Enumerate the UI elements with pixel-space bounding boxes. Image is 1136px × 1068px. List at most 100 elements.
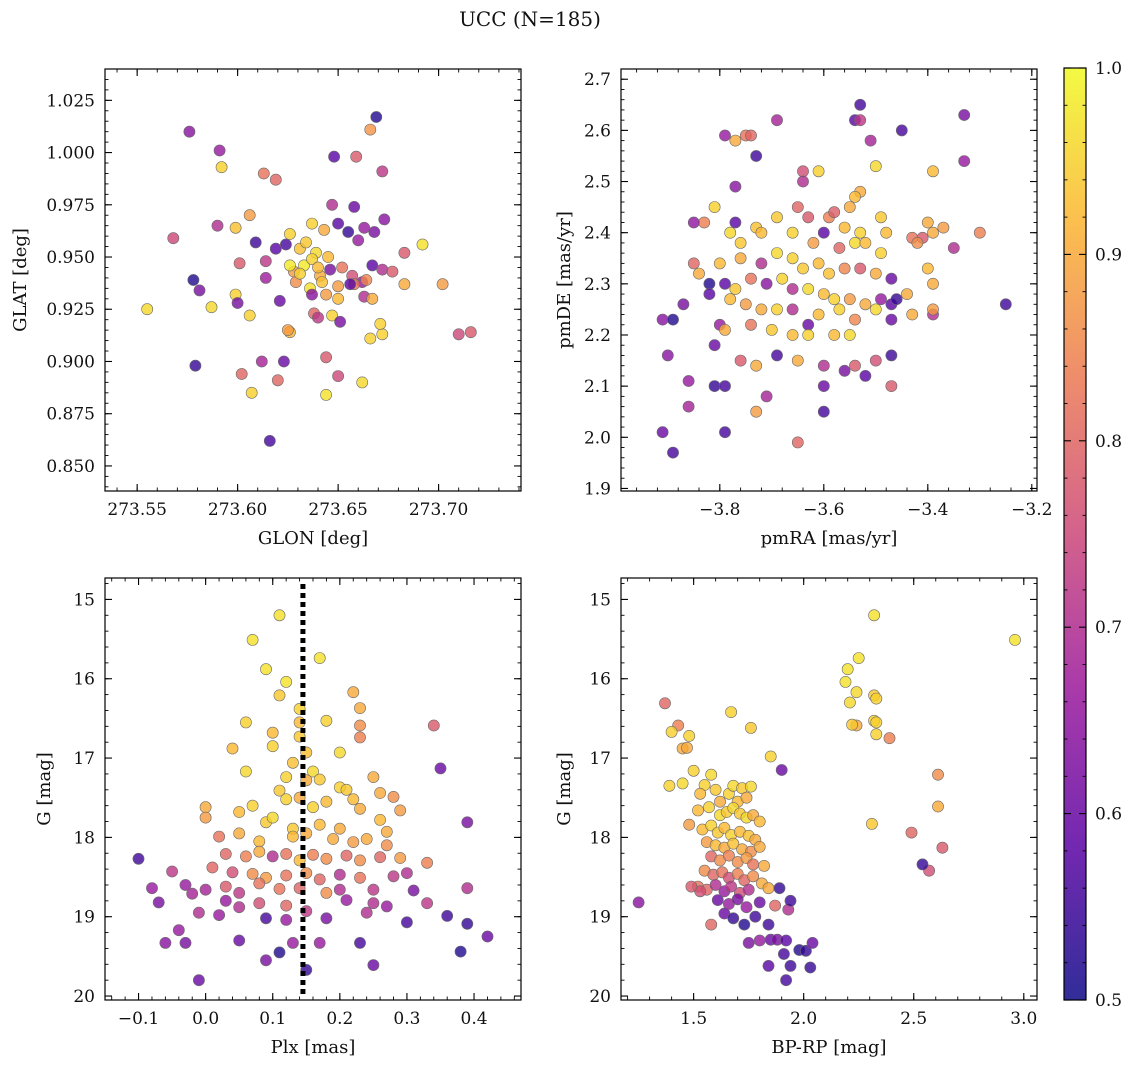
data-point [354,854,366,867]
data-point [729,216,742,229]
data-point [266,850,279,863]
data-point [812,308,825,321]
data-point [838,262,851,275]
data-point [332,292,344,305]
data-point [859,236,872,249]
data-point [320,795,333,808]
data-point [773,882,786,895]
data-point [213,144,226,157]
x-tick-label: 2.0 [790,1009,817,1029]
data-point [868,609,880,622]
x-tick-label: 0.0 [192,1009,219,1029]
data-point [211,219,224,232]
data-point [705,918,718,931]
data-point [866,818,878,830]
data-point [332,280,344,293]
x-tick-label: 273.70 [409,500,468,520]
data-point [682,400,695,413]
data-point [266,811,279,824]
data-point [231,297,244,309]
data-point [400,916,413,929]
data-point [797,262,809,275]
data-point [708,201,721,213]
data-point [812,165,825,178]
data-point [376,165,389,178]
data-point [243,309,256,322]
data-point [280,914,293,926]
data-point [260,954,272,967]
data-point [797,175,809,188]
data-point [890,293,903,306]
data-point [708,380,721,392]
data-point [755,257,768,270]
y-tick-label: 16 [589,670,611,690]
x-axis-ticks: 1.5 2.0 2.5 3.0 [627,578,1037,1029]
y-axis-label: G [mag] [554,752,575,825]
data-point [320,912,333,925]
data-point [454,945,467,958]
data-point [687,216,700,229]
data-point [286,756,299,769]
data-point [745,318,757,331]
colorbar: 0.5 0.6 0.7 0.8 0.9 1.0 [1063,59,1122,1011]
y-tick-label: 19 [589,908,611,928]
data-point [828,293,841,306]
data-point [745,129,757,142]
data-point [360,833,373,845]
data-point [802,329,815,341]
data-point [937,221,950,234]
data-point [719,129,731,142]
x-axis-ticks: −3.8 −3.6 −3.4 −3.2 [636,69,1052,520]
y-tick-label: 18 [73,828,95,848]
data-point [762,918,775,931]
data-point [725,880,737,893]
data-point [358,221,371,234]
data-point [427,719,440,732]
data-point [734,354,747,367]
data-point [306,253,318,265]
data-point [750,150,763,162]
data-point [738,918,751,931]
data-point [273,946,286,959]
data-point [703,801,715,814]
data-point [742,883,755,896]
data-point [266,740,279,753]
data-point [755,303,768,316]
data-point [958,155,971,167]
data-point [354,802,366,815]
data-point [927,226,939,239]
data-point [380,825,393,838]
y-tick-label: 0.875 [46,405,95,425]
data-point [760,390,773,403]
data-point [326,309,338,322]
data-point [347,793,360,806]
colorbar-tick-label: 0.7 [1095,618,1122,638]
y-tick-label: 2.1 [584,377,611,397]
data-point [271,374,284,387]
data-point [179,879,192,891]
data-point [802,283,815,295]
data-point [880,226,893,239]
y-tick-label: 2.0 [584,428,611,448]
data-point [352,234,365,247]
data-point [932,800,944,813]
data-point [219,848,232,860]
y-tick-label: 1.025 [46,91,95,111]
data-point [724,226,737,239]
data-point [219,880,232,893]
y-tick-label: 2.4 [584,224,611,244]
data-point [708,339,721,352]
data-point [705,768,718,781]
colorbar-tick-label: 0.9 [1095,245,1122,265]
data-point [398,246,411,259]
data-point [849,359,861,372]
data-point [273,609,286,622]
data-point [322,251,334,263]
data-point [999,298,1012,311]
data-point [841,663,854,676]
data-point [245,386,258,399]
data-point [333,822,346,835]
data-point [183,125,196,138]
data-point [280,848,293,860]
